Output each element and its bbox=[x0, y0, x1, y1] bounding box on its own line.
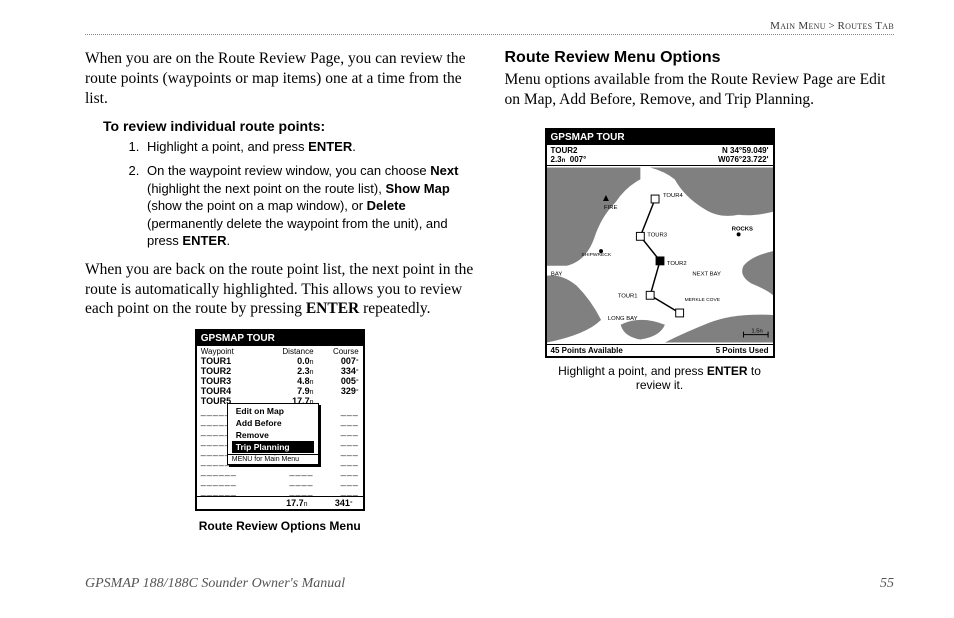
svg-text:TOUR3: TOUR3 bbox=[647, 232, 668, 238]
breadcrumb-main: Main Menu bbox=[770, 20, 826, 32]
map-svg: TOUR4 TOUR3 TOUR2 TOUR1 ROCKS NEXT BAY M… bbox=[547, 166, 773, 344]
right-paragraph: Menu options available from the Route Re… bbox=[505, 70, 895, 110]
svg-text:SHIPWRECK: SHIPWRECK bbox=[581, 252, 611, 258]
intro-paragraph: When you are on the Route Review Page, y… bbox=[85, 49, 475, 108]
header-rule bbox=[85, 34, 894, 35]
device-footer-row: 17.7n 341° bbox=[197, 496, 363, 509]
popup-item: Add Before bbox=[232, 417, 314, 429]
map-footer: 45 Points Available 5 Points Used bbox=[547, 344, 773, 356]
device-column-headers: Waypoint Distance Course bbox=[197, 346, 363, 356]
options-popup: Edit on MapAdd BeforeRemoveTrip Planning… bbox=[227, 403, 319, 465]
figure-2-caption: Highlight a point, and press ENTER to re… bbox=[545, 364, 775, 392]
table-row: TOUR47.9n329° bbox=[197, 386, 363, 396]
device-data-rows: TOUR10.0n007°TOUR22.3n334°TOUR34.8n005°T… bbox=[197, 356, 363, 406]
figure-2: GPSMAP TOUR TOUR2 2.3n 007° N 34°59.049'… bbox=[505, 128, 895, 392]
svg-text:NEXT BAY: NEXT BAY bbox=[692, 271, 721, 277]
step-2: On the waypoint review window, you can c… bbox=[143, 162, 475, 250]
map-canvas: TOUR4 TOUR3 TOUR2 TOUR1 ROCKS NEXT BAY M… bbox=[547, 166, 773, 344]
section-title: Route Review Menu Options bbox=[505, 49, 895, 67]
popup-item: Remove bbox=[232, 429, 314, 441]
popup-item: Edit on Map bbox=[232, 405, 314, 417]
breadcrumb-sep: > bbox=[829, 20, 835, 32]
page-number: 55 bbox=[880, 576, 894, 592]
breadcrumb: Main Menu > Routes Tab bbox=[85, 20, 894, 34]
svg-text:TOUR4: TOUR4 bbox=[662, 193, 683, 199]
followup-paragraph: When you are back on the route point lis… bbox=[85, 260, 475, 319]
table-empty-row: _____________ bbox=[197, 476, 363, 486]
device-screen-map: GPSMAP TOUR TOUR2 2.3n 007° N 34°59.049'… bbox=[545, 128, 775, 358]
table-row: TOUR34.8n005° bbox=[197, 376, 363, 386]
popup-items: Edit on MapAdd BeforeRemoveTrip Planning bbox=[228, 404, 318, 454]
table-empty-row: _____________ bbox=[197, 486, 363, 496]
table-row: TOUR10.0n007° bbox=[197, 356, 363, 366]
map-title: GPSMAP TOUR bbox=[547, 130, 773, 145]
table-row: TOUR22.3n334° bbox=[197, 366, 363, 376]
right-column: Route Review Menu Options Menu options a… bbox=[505, 49, 895, 533]
page-footer: GPSMAP 188/188C Sounder Owner's Manual 5… bbox=[85, 576, 894, 592]
svg-text:TOUR1: TOUR1 bbox=[617, 293, 637, 299]
svg-text:FIRE: FIRE bbox=[603, 204, 616, 210]
left-column: When you are on the Route Review Page, y… bbox=[85, 49, 475, 533]
popup-hint: MENU for Main Menu bbox=[228, 454, 318, 464]
svg-text:ROCKS: ROCKS bbox=[731, 226, 752, 232]
figure-1: GPSMAP TOUR Waypoint Distance Course TOU… bbox=[85, 329, 475, 533]
table-empty-row: _____________ bbox=[197, 466, 363, 476]
breadcrumb-sub: Routes Tab bbox=[838, 20, 895, 32]
popup-item: Trip Planning bbox=[232, 441, 314, 453]
svg-text:BAY: BAY bbox=[550, 271, 561, 277]
device-screen-table: GPSMAP TOUR Waypoint Distance Course TOU… bbox=[195, 329, 365, 511]
step-1: Highlight a point, and press ENTER. bbox=[143, 138, 475, 156]
map-info-bar: TOUR2 2.3n 007° N 34°59.049' W076°23.722… bbox=[547, 145, 773, 166]
content-columns: When you are on the Route Review Page, y… bbox=[85, 49, 894, 533]
figure-1-caption: Route Review Options Menu bbox=[85, 519, 475, 533]
svg-text:TOUR2: TOUR2 bbox=[666, 260, 686, 266]
svg-text:MERKLE COVE: MERKLE COVE bbox=[684, 297, 720, 303]
device-title: GPSMAP TOUR bbox=[197, 331, 363, 346]
svg-text:LONG BAY: LONG BAY bbox=[607, 316, 637, 322]
page: Main Menu > Routes Tab When you are on t… bbox=[0, 0, 954, 618]
steps-heading: To review individual route points: bbox=[103, 118, 475, 134]
manual-title: GPSMAP 188/188C Sounder Owner's Manual bbox=[85, 576, 345, 592]
svg-text:1.5n: 1.5n bbox=[751, 328, 762, 334]
steps-list: Highlight a point, and press ENTER. On t… bbox=[125, 138, 475, 249]
